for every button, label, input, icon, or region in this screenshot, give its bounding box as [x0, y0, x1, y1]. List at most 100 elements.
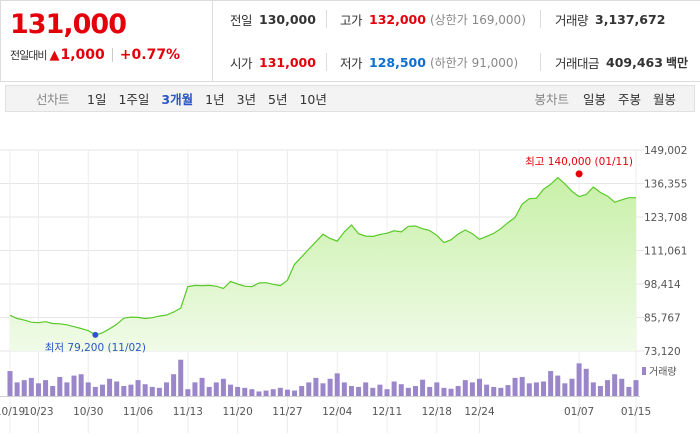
- current-price: 131,000: [10, 9, 127, 40]
- volume-bar: [85, 382, 91, 396]
- price-chart: 최고 140,000 (01/11) 최저 79,200 (11/02) 149,…: [0, 140, 700, 433]
- volume-bar: [21, 380, 27, 396]
- volume-bar: [7, 371, 13, 396]
- price-chart-svg: 최고 140,000 (01/11) 최저 79,200 (11/02) 149,…: [0, 145, 687, 433]
- up-triangle-icon: ▲: [49, 47, 60, 63]
- divider: [111, 48, 113, 62]
- volume-bar: [114, 381, 120, 396]
- volume-bar: [149, 386, 155, 396]
- volume-bar: [306, 382, 312, 396]
- volume-bar: [135, 380, 141, 396]
- y-axis-ticks: 149,002 136,355 123,708 111,061 98,414 85,767…: [644, 145, 687, 358]
- x-tick-label: 01/07: [564, 406, 594, 418]
- volume-bar: [633, 380, 639, 396]
- volume-bar: [277, 387, 283, 396]
- volume-bar: [99, 384, 105, 396]
- stats-panel: 전일 130,000 고가 132,000 (상한가 169,000) 거래량 …: [213, 0, 700, 82]
- x-tick-label: 12/11: [372, 406, 402, 418]
- volume-bar: [14, 382, 20, 396]
- volume-bar: [327, 378, 333, 396]
- divider: [326, 53, 327, 71]
- volume-bar: [434, 382, 440, 396]
- volume-bar: [512, 377, 518, 396]
- volume-bar: [313, 377, 319, 396]
- volume-bar: [71, 375, 77, 396]
- x-tick-label: 12/04: [322, 406, 353, 418]
- volume-bar: [192, 382, 198, 396]
- volume-bar: [185, 389, 191, 396]
- candle-daily-button[interactable]: 일봉: [582, 92, 606, 107]
- volume-bar: [235, 386, 241, 396]
- volume-bar: [576, 363, 582, 396]
- min-price-label: 최저 79,200 (11/02): [45, 342, 146, 354]
- volume-bar: [626, 386, 632, 396]
- period-3m-button[interactable]: 3개월: [161, 92, 194, 107]
- x-tick-label: 10/23: [23, 406, 53, 418]
- volume-bar: [469, 382, 475, 396]
- period-10y-button[interactable]: 10년: [299, 92, 327, 107]
- volume-bar: [590, 382, 596, 396]
- candle-monthly-button[interactable]: 월봉: [652, 92, 676, 107]
- volume-bar: [398, 384, 404, 396]
- volume-bar: [228, 384, 234, 396]
- min-price-marker: [92, 331, 99, 338]
- volume-bar: [334, 373, 340, 396]
- period-3y-button[interactable]: 3년: [236, 92, 257, 107]
- volume-bar: [57, 376, 63, 396]
- y-tick-label: 85,767: [644, 313, 681, 325]
- stock-header: 131,000 전일대비 ▲ 1,000 +0.77% 전일 130,000 고…: [0, 0, 700, 82]
- volume-bar: [156, 387, 162, 396]
- volume-bar: [348, 386, 354, 396]
- volume-bar: [555, 375, 561, 396]
- y-tick-label: 98,414: [644, 279, 681, 291]
- period-1d-button[interactable]: 1일: [87, 92, 107, 107]
- volume-bar: [92, 386, 98, 396]
- volume-bar: [370, 387, 376, 396]
- volume-bar: [477, 378, 482, 396]
- stat-prev-close: 전일 130,000: [230, 11, 316, 28]
- x-tick-label: 11/06: [123, 406, 154, 418]
- volume-bar: [256, 391, 262, 396]
- change-value: 1,000: [60, 47, 105, 63]
- volume-bar: [455, 386, 461, 396]
- volume-bars: 거래량: [0, 359, 677, 397]
- volume-bar: [569, 378, 575, 396]
- divider: [540, 53, 541, 71]
- volume-legend-swatch: [642, 367, 646, 375]
- y-tick-label: 123,708: [644, 212, 687, 224]
- x-tick-label: 01/15: [621, 406, 651, 418]
- volume-bar: [519, 376, 525, 396]
- chart-marks: 최고 140,000 (01/11) 최저 79,200 (11/02): [45, 156, 633, 354]
- period-5y-button[interactable]: 5년: [268, 92, 288, 107]
- x-tick-label: 10/30: [73, 406, 103, 418]
- stat-volume: 거래량 3,137,672: [555, 11, 666, 28]
- period-1y-button[interactable]: 1년: [205, 92, 225, 107]
- volume-bar: [128, 384, 134, 396]
- y-tick-label: 149,002: [644, 145, 687, 157]
- volume-bar: [541, 381, 547, 396]
- volume-bar: [242, 387, 248, 396]
- stat-open: 시가 131,000: [230, 54, 316, 71]
- price-series-line: [9, 176, 636, 336]
- volume-bar: [505, 385, 511, 396]
- candle-weekly-button[interactable]: 주봉: [617, 92, 641, 107]
- x-tick-label: 11/20: [223, 406, 253, 418]
- max-price-marker: [575, 170, 583, 178]
- volume-bar: [441, 387, 447, 396]
- divider: [326, 10, 327, 28]
- volume-bar: [356, 386, 362, 396]
- volume-bar: [270, 389, 276, 396]
- period-1w-button[interactable]: 1주일: [118, 92, 150, 107]
- max-price-label: 최고 140,000 (01/11): [525, 156, 633, 168]
- y-tick-label: 136,355: [644, 179, 687, 191]
- volume-bar: [284, 389, 290, 396]
- volume-bar: [548, 371, 554, 396]
- volume-bar: [420, 379, 426, 396]
- price-area-fill: [10, 177, 636, 351]
- volume-bar: [43, 380, 49, 396]
- volume-bar: [384, 389, 390, 396]
- volume-bar: [498, 387, 504, 396]
- volume-bar: [484, 384, 490, 396]
- volume-bar: [263, 390, 269, 396]
- volume-bar: [206, 386, 212, 396]
